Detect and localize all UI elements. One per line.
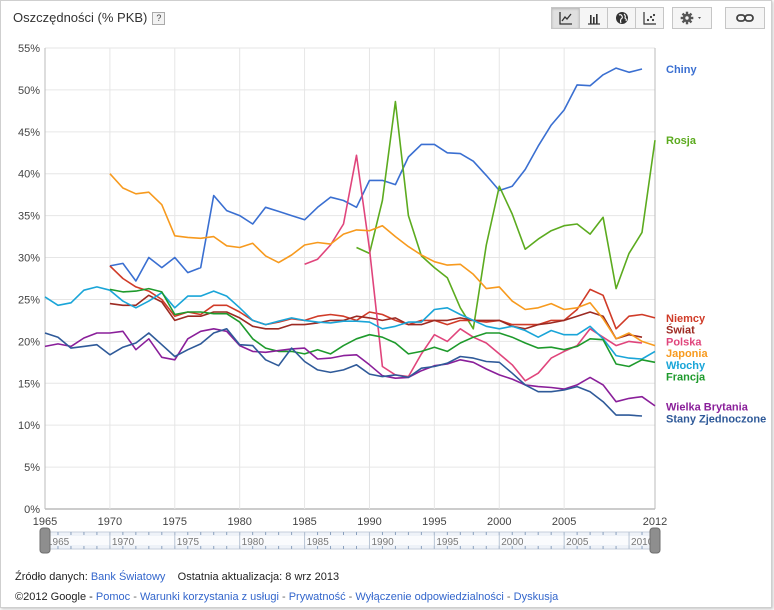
x-tick-label: 1990 (357, 516, 381, 528)
footer-link-discussion[interactable]: Dyskusja (513, 591, 559, 603)
help-icon[interactable]: ? (152, 12, 166, 25)
range-tick-label: 1965 (47, 537, 70, 548)
line-chart-icon (558, 12, 572, 25)
x-tick-label: 1995 (422, 516, 446, 528)
legend-label-włochy[interactable]: Włochy (666, 360, 706, 372)
footer-link-help[interactable]: Pomoc (95, 591, 131, 603)
footer-link-privacy[interactable]: Prywatność (288, 591, 346, 603)
x-tick-label: 1965 (33, 516, 57, 528)
series-lines (44, 67, 656, 417)
y-tick-label: 30% (18, 253, 40, 265)
bar-chart-icon (587, 14, 600, 25)
range-tick-label: 1995 (436, 537, 459, 548)
scatter-icon (642, 12, 656, 25)
y-tick-label: 0% (24, 504, 40, 516)
y-tick-label: 40% (18, 169, 40, 181)
source-link[interactable]: Bank Światowy (90, 571, 166, 583)
range-tick-label: 2010 (631, 537, 654, 548)
page-title: Oszczędności (% PKB)? (13, 10, 166, 25)
legend-label-rosja[interactable]: Rosja (666, 135, 697, 147)
y-tick-label: 45% (18, 127, 40, 139)
footer-link-disclaimer[interactable]: Wyłączenie odpowiedzialności (355, 591, 504, 603)
range-tick-label: 1985 (307, 537, 330, 548)
chevron-down-icon (698, 17, 701, 19)
x-tick-label: 2005 (552, 516, 576, 528)
y-tick-label: 20% (18, 336, 40, 348)
range-tick-label: 1975 (177, 537, 200, 548)
link-button[interactable] (725, 7, 765, 29)
series-line-niemcy[interactable] (109, 265, 656, 330)
y-tick-label: 35% (18, 211, 40, 223)
series-line-francja[interactable] (109, 287, 656, 368)
series-line-japonia[interactable] (109, 173, 656, 347)
y-tick-label: 15% (18, 378, 40, 390)
y-tick-label: 50% (18, 85, 40, 97)
x-tick-label: 2012 (643, 516, 667, 528)
legend-label-wielka-brytania[interactable]: Wielka Brytania (666, 402, 749, 414)
legend-label-stany-zjednoczone[interactable]: Stany Zjednoczone (666, 413, 766, 425)
x-tick-label: 2000 (487, 516, 511, 528)
settings-button[interactable] (672, 7, 712, 29)
series-line-chiny[interactable] (109, 67, 643, 282)
x-tick-label: 1980 (227, 516, 251, 528)
series-line-polska[interactable] (304, 154, 643, 382)
legend-label-niemcy[interactable]: Niemcy (666, 313, 706, 325)
range-slider: 1965 1970 1975 1980 1985 1990 1995 2000 2005 2010 (39, 527, 661, 554)
footer-links: ©2012 Google - Pomoc - Warunki korzystan… (15, 591, 559, 603)
legend: Chiny Rosja NiemcyŚwiatPolskaJaponiaWłochy… (666, 64, 766, 426)
copyright: ©2012 Google - (15, 591, 93, 603)
legend-label-chiny[interactable]: Chiny (666, 64, 697, 76)
range-tick-label: 1980 (242, 537, 265, 548)
scatter-button[interactable] (635, 7, 664, 29)
range-tick-label: 1990 (371, 537, 394, 548)
range-tick-label: 1970 (112, 537, 135, 548)
axes: 0% 5% 10% 15% 20% 25% 30% 35% 40% 45% 50% 55% 1965 19… (18, 43, 667, 528)
range-tick-label: 2005 (566, 537, 589, 548)
y-tick-label: 55% (18, 43, 40, 55)
range-tick-label: 2000 (501, 537, 524, 548)
y-tick-label: 25% (18, 294, 40, 306)
line-chart-button[interactable] (551, 7, 580, 29)
legend-label-polska[interactable]: Polska (666, 336, 702, 348)
legend-label-japonia[interactable]: Japonia (666, 348, 708, 360)
x-tick-label: 1985 (292, 516, 316, 528)
x-tick-label: 1970 (98, 516, 122, 528)
chart-title-text: Oszczędności (% PKB) (13, 10, 148, 25)
x-tick-label: 1975 (163, 516, 187, 528)
source-line: Źródło danych: Bank Światowy Ostatnia ak… (15, 571, 339, 583)
series-line-rosja[interactable] (356, 100, 656, 330)
footer-link-terms[interactable]: Warunki korzystania z usługi (139, 591, 279, 603)
series-line-świat[interactable] (109, 294, 643, 340)
y-tick-label: 10% (18, 420, 40, 432)
series-line-włochy[interactable] (44, 286, 656, 360)
series-line-wielka-brytania[interactable] (44, 327, 656, 407)
source-label: Źródło danych: (15, 571, 88, 583)
series-line-stany-zjednoczone[interactable] (44, 327, 643, 417)
chart-type-toolbar (551, 7, 664, 29)
update-label: Ostatnia aktualizacja: 8 wrz 2013 (177, 571, 340, 583)
link-icon (736, 14, 754, 22)
range-slider-band (45, 536, 655, 545)
y-tick-label: 5% (24, 462, 40, 474)
range-handle-right[interactable] (649, 527, 661, 554)
legend-label-świat[interactable]: Świat (666, 324, 695, 337)
gear-icon (680, 11, 701, 25)
legend-label-francja[interactable]: Francja (666, 372, 706, 384)
globe-icon (615, 12, 628, 24)
range-handle-left[interactable] (39, 527, 51, 554)
